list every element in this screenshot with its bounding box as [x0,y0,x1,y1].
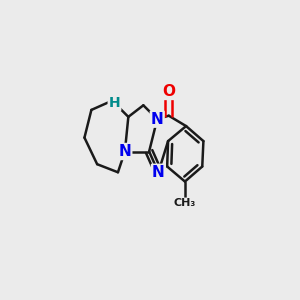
Text: N: N [118,144,131,159]
Text: H: H [109,96,120,110]
Text: O: O [162,84,175,99]
Text: N: N [152,165,165,180]
Text: CH₃: CH₃ [174,199,196,208]
Text: N: N [151,112,164,127]
